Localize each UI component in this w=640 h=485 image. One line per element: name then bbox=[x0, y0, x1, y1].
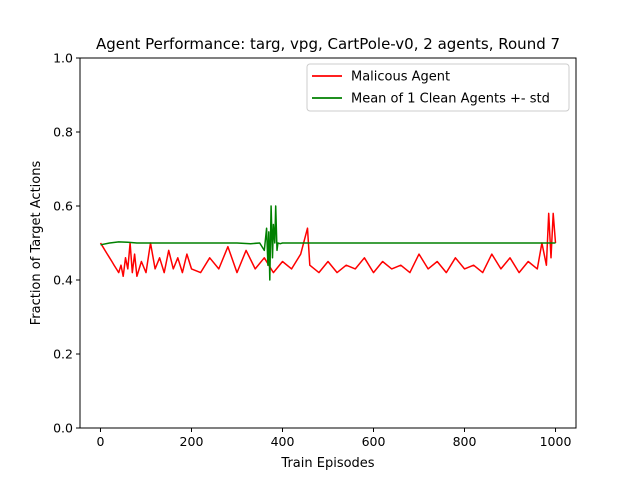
series-layer bbox=[99, 205, 557, 281]
legend-label-2: Mean of 1 Clean Agents +- std bbox=[351, 92, 550, 107]
legend-label-1: Malicous Agent bbox=[351, 70, 450, 85]
y-tick-label: 0.8 bbox=[53, 125, 73, 140]
series-line-2 bbox=[100, 205, 556, 281]
x-tick-label: 0 bbox=[97, 434, 105, 449]
x-axis: 0 200 400 600 800 1000 bbox=[97, 428, 572, 449]
y-axis-label: Fraction of Target Actions bbox=[29, 161, 44, 326]
x-axis-label: Train Episodes bbox=[280, 456, 374, 471]
legend: Malicous Agent Mean of 1 Clean Agents +- … bbox=[306, 63, 570, 112]
plot-frame bbox=[79, 57, 577, 429]
x-tick-label: 800 bbox=[453, 434, 477, 449]
x-tick-label: 200 bbox=[180, 434, 204, 449]
x-tick-label: 600 bbox=[362, 434, 386, 449]
y-tick-label: 0.6 bbox=[53, 199, 73, 214]
y-tick-label: 0.4 bbox=[53, 273, 73, 288]
x-tick-label: 400 bbox=[271, 434, 295, 449]
y-tick-label: 0.2 bbox=[53, 347, 73, 362]
chart-title: Agent Performance: targ, vpg, CartPole-v… bbox=[96, 35, 560, 53]
y-tick-label: 0.0 bbox=[53, 421, 73, 436]
x-tick-label: 1000 bbox=[540, 434, 572, 449]
y-axis: 0.0 0.2 0.4 0.6 0.8 1.0 bbox=[53, 51, 80, 436]
y-tick-label: 1.0 bbox=[53, 51, 73, 66]
legend-box bbox=[306, 63, 570, 112]
